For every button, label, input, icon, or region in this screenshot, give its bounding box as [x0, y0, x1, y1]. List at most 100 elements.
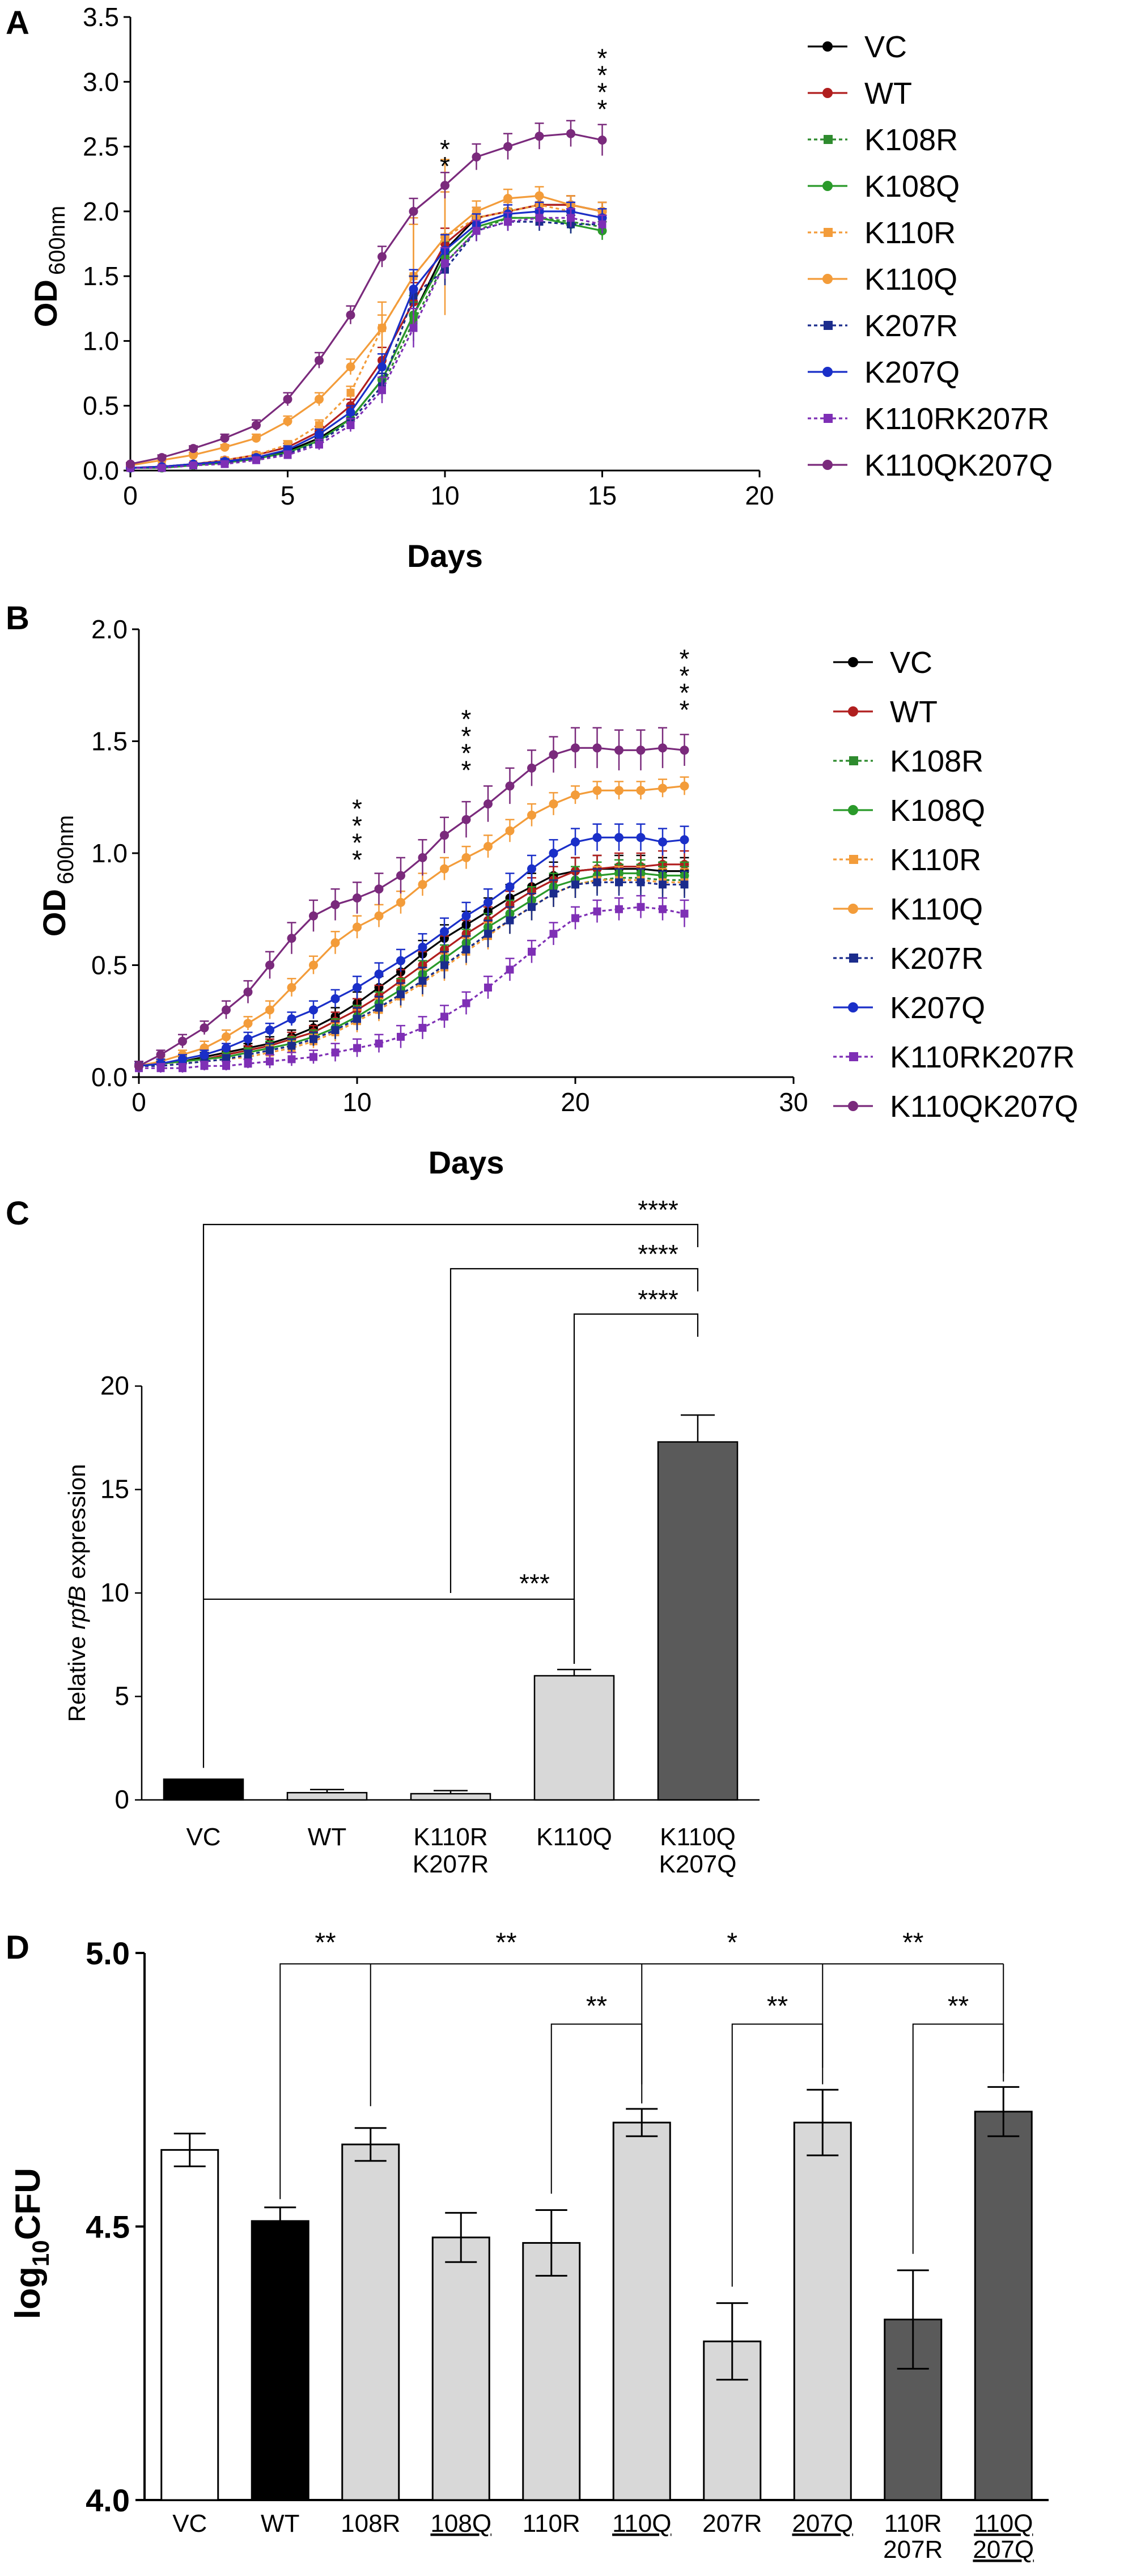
- a-point-K207Q: [315, 430, 324, 439]
- b-point-K110QK207Q: [418, 853, 427, 862]
- a-point-K110Q: [252, 433, 261, 443]
- b-point-K110Q: [614, 786, 623, 795]
- b-point-K110QK207Q: [330, 900, 340, 909]
- d-category-label: 207R: [883, 2536, 943, 2564]
- a-point-K110RK207R: [472, 227, 481, 235]
- b-xtick-label: 0: [132, 1087, 146, 1117]
- b-point-K207Q: [200, 1050, 209, 1060]
- b-point-K207Q: [527, 864, 536, 874]
- c-bar: [533, 1675, 615, 1801]
- b-point-K110Q: [549, 799, 558, 809]
- b-point-K207R: [659, 880, 667, 889]
- b-legend-marker: [848, 706, 858, 717]
- a-point-K110Q: [283, 417, 292, 426]
- b-legend-marker: [848, 1101, 858, 1111]
- c-sig-bracket: [202, 1223, 699, 1768]
- a-legend-marker: [824, 321, 833, 330]
- a-ytick-label: 3.0: [83, 67, 119, 96]
- b-point-K110Q: [658, 783, 667, 793]
- b-point-K110Q: [636, 786, 646, 795]
- b-point-K207R: [506, 916, 514, 925]
- b-point-K207R: [397, 990, 405, 998]
- a-significance: **: [440, 134, 450, 181]
- a-legend-marker: [822, 367, 833, 377]
- b-point-K110Q: [353, 922, 362, 932]
- a-series-line-K110Q: [130, 194, 603, 467]
- d-bar: [974, 2111, 1033, 2501]
- c-category-label: K110Q: [660, 1823, 736, 1851]
- b-legend-label: K207Q: [890, 991, 985, 1025]
- a-point-K110RK207R: [252, 456, 260, 464]
- b-point-K207R: [418, 977, 427, 985]
- b-point-K110RK207R: [397, 1032, 405, 1041]
- a-point-K110QK207Q: [378, 252, 387, 261]
- b-point-K207R: [484, 930, 492, 938]
- a-point-K110Q: [189, 450, 198, 460]
- b-point-K110RK207R: [680, 909, 689, 918]
- a-y-title: OD600nm: [28, 206, 70, 327]
- b-point-K207R: [549, 889, 558, 898]
- d-category-label: 110Q: [974, 2510, 1033, 2537]
- b-point-K207R: [615, 878, 623, 887]
- b-point-K207R: [571, 880, 579, 889]
- a-sig-star: *: [440, 151, 450, 181]
- d-sig-label: **: [767, 1991, 788, 2021]
- d-category-label: 110R: [884, 2510, 942, 2537]
- a-ytick-label: 1.0: [83, 326, 119, 355]
- d-ytick-label: 5.0: [86, 1935, 130, 1971]
- b-point-K110QK207Q: [636, 745, 646, 755]
- a-point-K110RK207R: [598, 220, 606, 228]
- c-category-label: VC: [186, 1823, 220, 1851]
- b-sig-star: *: [461, 722, 472, 751]
- b-point-K207Q: [505, 882, 515, 892]
- b-xtick-label: 10: [342, 1087, 371, 1117]
- b-point-K110QK207Q: [265, 960, 274, 970]
- a-xtick-label: 10: [430, 481, 459, 510]
- d-bar: [612, 2121, 671, 2501]
- a-point-K207Q: [409, 285, 418, 294]
- a-legend-marker: [822, 88, 833, 98]
- a-xtick-label: 5: [281, 481, 295, 510]
- d-sig-bracket: [279, 1963, 1004, 2200]
- a-point-K110RK207R: [220, 460, 229, 468]
- c-sig-bracket: [203, 1598, 575, 1664]
- b-point-K207Q: [222, 1043, 231, 1053]
- a-point-K110Q: [315, 395, 324, 404]
- a-point-K110QK207Q: [535, 132, 544, 141]
- d-bar: [793, 2121, 852, 2501]
- b-point-K207Q: [658, 837, 667, 847]
- a-point-K207Q: [346, 408, 355, 417]
- a-point-K110RK207R: [189, 461, 197, 469]
- b-point-K110Q: [243, 1019, 253, 1028]
- b-legend: VC WT K108R K108Q K110R K110Q K207R K207Q K110RK…: [833, 646, 1078, 1124]
- a-xtick-label: 0: [123, 481, 138, 510]
- b-significance: ****: [680, 644, 690, 724]
- b-legend-label: K110RK207R: [890, 1040, 1075, 1074]
- d-sig-label: **: [948, 1991, 969, 2021]
- b-point-K110Q: [527, 810, 536, 820]
- a-point-K207Q: [378, 362, 387, 372]
- a-series-K110Q: [126, 159, 607, 470]
- a-point-K110RK207R: [315, 440, 323, 449]
- b-ytick-label: 1.0: [91, 838, 128, 868]
- a-sig-star: *: [597, 43, 608, 73]
- b-point-K110Q: [461, 853, 471, 862]
- a-legend-marker: [822, 41, 833, 52]
- b-point-K110Q: [265, 1005, 274, 1015]
- b-point-K110QK207Q: [222, 1005, 231, 1015]
- c-category-label: K207Q: [659, 1850, 737, 1878]
- b-point-K207Q: [265, 1026, 274, 1035]
- a-sig-star: *: [597, 94, 608, 124]
- b-ytick-label: 1.5: [91, 727, 128, 756]
- b-point-K110RK207R: [222, 1062, 230, 1070]
- b-point-K207Q: [592, 833, 602, 842]
- a-point-K110QK207Q: [252, 421, 261, 430]
- b-legend-marker: [848, 904, 858, 914]
- b-legend-marker: [848, 805, 858, 815]
- b-point-K110RK207R: [484, 984, 492, 992]
- a-legend-label: K207R: [864, 309, 958, 343]
- a-point-K110QK207Q: [283, 395, 292, 404]
- a-point-K110QK207Q: [440, 181, 449, 190]
- a-legend-marker: [822, 460, 833, 470]
